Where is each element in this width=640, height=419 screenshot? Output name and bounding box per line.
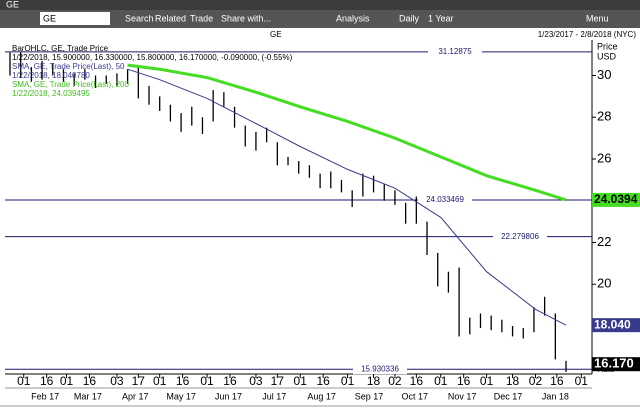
y-tick-label: 22: [597, 234, 611, 249]
x-tick-label: 01: [17, 374, 31, 388]
y-tick-label: 20: [597, 276, 611, 291]
toolbar-button[interactable]: Menu: [586, 13, 609, 23]
sma-line: [127, 63, 567, 202]
reference-label-bg: [493, 231, 547, 242]
x-tick-label: 03: [110, 374, 124, 388]
x-tick-label: 02: [529, 374, 543, 388]
legend-entry: 1/22/2018, 24.039495: [12, 89, 90, 98]
price-tag-label: 16.170: [594, 356, 634, 371]
x-tick-label: 17: [132, 374, 146, 388]
symbol-text: GE: [43, 13, 56, 23]
price-tag: [592, 318, 640, 333]
x-tick-label: 16: [176, 374, 190, 388]
month-label: Aug 17: [307, 391, 336, 401]
price-tag-label: 24.0394: [594, 192, 638, 206]
legend-entry: SMA, GE, Trade Price(Last), 200: [12, 80, 129, 89]
legend-entry: SMA, GE, Trade Price(Last), 50: [12, 62, 125, 71]
x-tick-label: 01: [60, 374, 74, 388]
x-tick-label: 16: [550, 374, 564, 388]
y-tick-label: 28: [597, 109, 611, 124]
x-tick-label: 16: [83, 374, 97, 388]
window-title: GE: [6, 0, 19, 9]
x-tick-label: 01: [200, 374, 214, 388]
reference-label: 15.930336: [361, 364, 399, 373]
month-label: Jul 17: [262, 391, 286, 401]
month-label: Jan 18: [542, 391, 569, 401]
toolbar-button[interactable]: Search: [125, 13, 154, 23]
x-tick-label: 01: [153, 374, 167, 388]
price-tag: [592, 192, 640, 207]
legend-entry: BarOHLC, GE, Trade Price: [12, 44, 109, 53]
date-range: 1/23/2017 - 2/8/2018 (NYC): [538, 30, 637, 39]
toolbar-button[interactable]: 1 Year: [428, 13, 454, 23]
toolbar-button[interactable]: Related: [155, 13, 186, 23]
month-label: Sep 17: [355, 391, 384, 401]
x-tick-label: 01: [575, 374, 589, 388]
month-label: Oct 17: [402, 391, 429, 401]
legend-entry: 1/22/2018, 15.900000, 16.330000, 15.8000…: [12, 53, 293, 62]
y-tick-label: 30: [597, 67, 611, 82]
toolbar-button[interactable]: Analysis: [336, 13, 370, 23]
reference-label-bg: [428, 46, 482, 57]
x-tick-label: 02: [388, 374, 402, 388]
x-tick-label: 16: [316, 374, 330, 388]
month-label: Mar 17: [74, 391, 102, 401]
reference-label: 31.12875: [438, 47, 472, 56]
month-label: May 17: [166, 391, 196, 401]
toolbar-button[interactable]: Share with...: [221, 13, 271, 23]
reference-label: 22.279806: [501, 232, 539, 241]
reference-label: 24.033469: [426, 195, 464, 204]
chart-title: GE: [270, 30, 282, 39]
y-label: USD: [597, 51, 617, 61]
symbol-input[interactable]: [40, 12, 110, 25]
x-tick-label: 18: [367, 374, 381, 388]
toolbar: [0, 10, 640, 28]
reference-label-bg: [353, 364, 407, 375]
x-tick-label: 16: [457, 374, 471, 388]
title-bar: [0, 0, 640, 10]
price-tag: [592, 357, 640, 372]
toolbar-button[interactable]: Daily: [399, 13, 420, 23]
price-tag-label: 18.040: [594, 317, 631, 331]
legend-entry: 1/22/2018, 18.040780: [12, 71, 90, 80]
x-tick-label: 18: [506, 374, 520, 388]
y-tick-label: 26: [597, 150, 611, 165]
sma-line: [127, 68, 567, 326]
month-label: Apr 17: [122, 391, 149, 401]
reference-label-bg: [418, 195, 472, 206]
month-label: Jun 17: [215, 391, 242, 401]
x-tick-label: 01: [434, 374, 448, 388]
x-tick-label: 17: [271, 374, 285, 388]
x-tick-label: 16: [223, 374, 237, 388]
x-tick-label: 01: [341, 374, 355, 388]
x-tick-label: 03: [249, 374, 263, 388]
month-label: Dec 17: [494, 391, 523, 401]
month-label: Nov 17: [448, 391, 477, 401]
month-label: Feb 17: [31, 391, 59, 401]
y-label: Price: [597, 41, 618, 51]
toolbar-button[interactable]: Trade: [190, 13, 213, 23]
x-tick-label: 01: [294, 374, 308, 388]
x-tick-label: 16: [40, 374, 54, 388]
x-tick-label: 01: [480, 374, 494, 388]
chart-area: [0, 28, 640, 414]
x-tick-label: 16: [410, 374, 424, 388]
